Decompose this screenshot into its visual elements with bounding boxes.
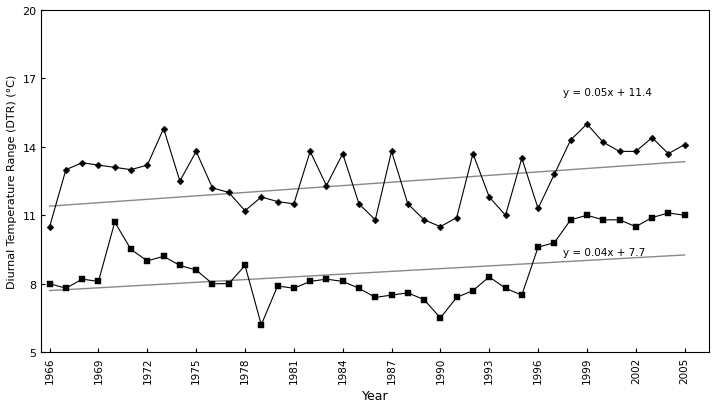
Text: y = 0.05x + 11.4: y = 0.05x + 11.4 bbox=[563, 88, 652, 97]
Y-axis label: Diurnal Temperature Range (DTR) (°C): Diurnal Temperature Range (DTR) (°C) bbox=[7, 75, 17, 288]
Text: y = 0.04x + 7.7: y = 0.04x + 7.7 bbox=[563, 248, 645, 258]
X-axis label: Year: Year bbox=[362, 389, 389, 402]
